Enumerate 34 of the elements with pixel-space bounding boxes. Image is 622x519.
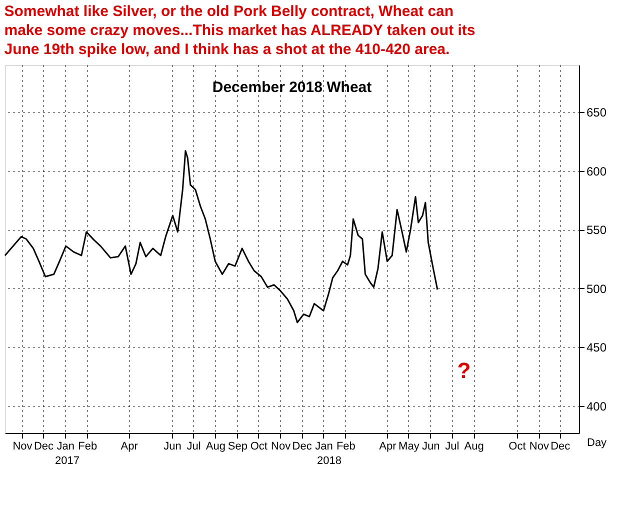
y-tick-label: 400 [586, 399, 607, 414]
x-axis-title: Day [587, 437, 608, 449]
x-tick-label: Jan [56, 440, 75, 452]
annotation: ? [457, 358, 471, 383]
x-tick-label: Nov [12, 440, 33, 452]
x-tick-label: Feb [336, 440, 356, 452]
x-tick-label: Apr [379, 440, 397, 452]
x-tick-label: Nov [271, 440, 292, 452]
y-tick-label: 600 [586, 164, 607, 178]
text: December 2018 Wheat [212, 79, 372, 96]
x-tick-label: Aug [206, 440, 226, 452]
text: 2017 [55, 455, 80, 467]
x-tick-label: Jun [422, 440, 440, 452]
x-tick-label: Feb [78, 440, 98, 452]
y-tick-label: 650 [586, 106, 607, 120]
x-tick-label: Jul [445, 440, 460, 452]
y-tick-label: 550 [586, 223, 607, 238]
x-tick-label: Apr [120, 440, 138, 452]
x-tick-label: Oct [508, 440, 526, 452]
chart-title: Somewhat like Silver, or the old Pork Belly contract, Wheat can make some crazy moves...This market has ALREADY taken out its June 19th spike low, and I think has a shot at the 410-420 area. [4, 3, 476, 58]
x-tick-label: Jun [164, 440, 182, 452]
x-tick-label: Dec [550, 440, 571, 452]
x-tick-label: Dec [34, 440, 54, 452]
x-tick-label: Jul [186, 440, 201, 452]
x-tick-label: Nov [529, 440, 550, 452]
x-tick-label: Oct [250, 440, 268, 452]
y-tick-label: 500 [586, 282, 607, 296]
x-tick-label: Aug [464, 440, 484, 452]
x-tick-label: Jan [315, 440, 333, 452]
y-tick-label: 450 [586, 340, 607, 355]
x-tick-label: Dec [292, 440, 312, 452]
x-tick-label: May [398, 440, 420, 452]
text: 2018 [317, 455, 342, 467]
x-tick-label: Sep [228, 440, 248, 452]
